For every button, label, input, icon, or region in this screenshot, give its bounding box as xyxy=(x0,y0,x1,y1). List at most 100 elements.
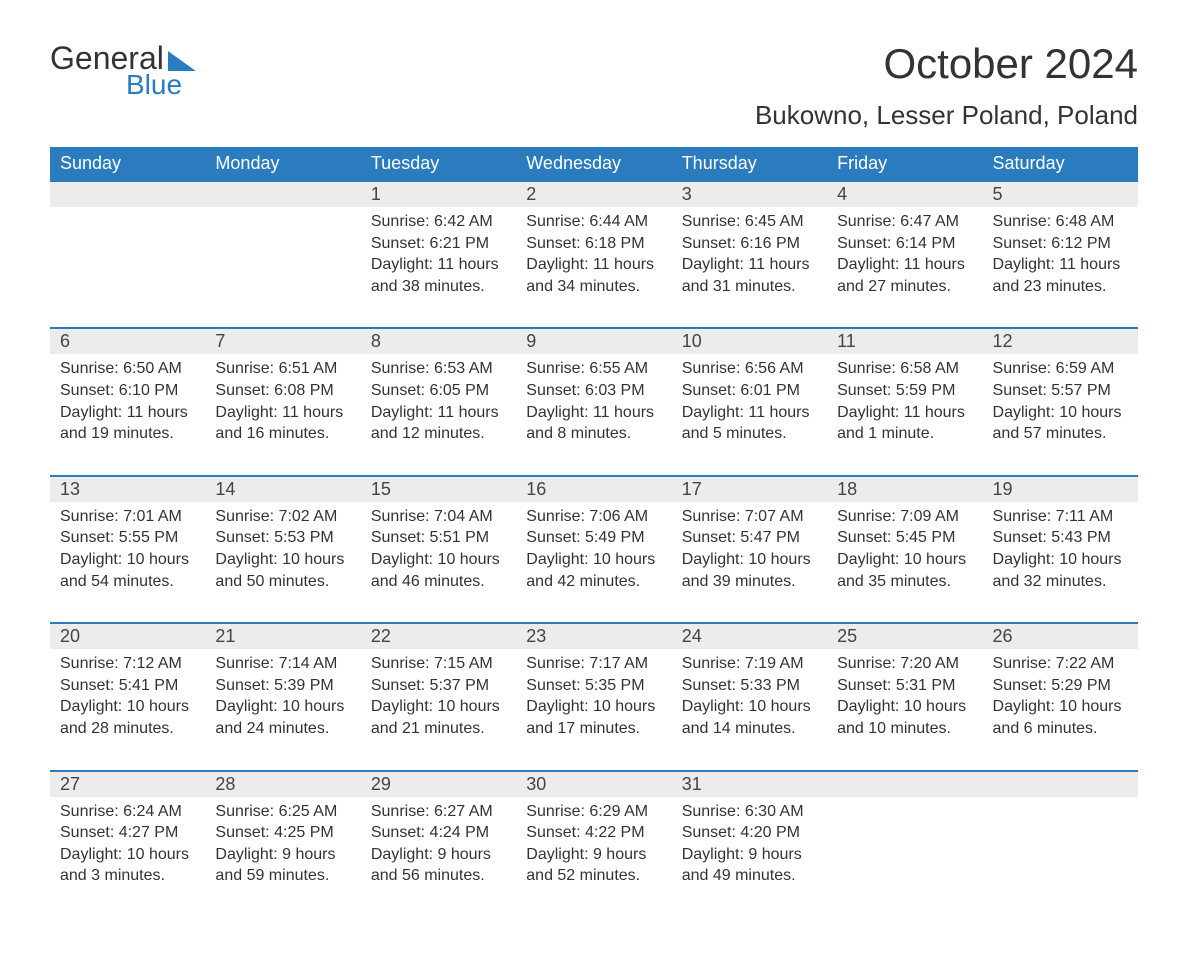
day-content-cell: Sunrise: 6:27 AMSunset: 4:24 PMDaylight:… xyxy=(361,797,516,917)
day-number-cell: 31 xyxy=(672,771,827,797)
sunrise-line: Sunrise: 6:44 AM xyxy=(526,211,661,233)
weekday-header: Friday xyxy=(827,147,982,181)
sunset-line: Sunset: 6:16 PM xyxy=(682,233,817,255)
daylight-line: Daylight: 10 hours and 50 minutes. xyxy=(215,549,350,592)
day-number-cell xyxy=(205,181,360,207)
day-number-cell: 11 xyxy=(827,328,982,354)
sunset-line: Sunset: 5:53 PM xyxy=(215,527,350,549)
day-content-row: Sunrise: 7:12 AMSunset: 5:41 PMDaylight:… xyxy=(50,649,1138,770)
day-content-cell: Sunrise: 6:47 AMSunset: 6:14 PMDaylight:… xyxy=(827,207,982,328)
sunset-line: Sunset: 4:20 PM xyxy=(682,822,817,844)
day-content-cell: Sunrise: 7:22 AMSunset: 5:29 PMDaylight:… xyxy=(983,649,1138,770)
sunrise-line: Sunrise: 7:17 AM xyxy=(526,653,661,675)
daylight-line: Daylight: 10 hours and 3 minutes. xyxy=(60,844,195,887)
brand-part2: Blue xyxy=(126,69,182,101)
day-content-cell: Sunrise: 6:51 AMSunset: 6:08 PMDaylight:… xyxy=(205,354,360,475)
sunrise-line: Sunrise: 6:27 AM xyxy=(371,801,506,823)
day-content-cell: Sunrise: 7:01 AMSunset: 5:55 PMDaylight:… xyxy=(50,502,205,623)
sunrise-line: Sunrise: 6:53 AM xyxy=(371,358,506,380)
daylight-line: Daylight: 10 hours and 32 minutes. xyxy=(993,549,1128,592)
sunset-line: Sunset: 5:29 PM xyxy=(993,675,1128,697)
day-number-cell: 24 xyxy=(672,623,827,649)
daylight-line: Daylight: 10 hours and 46 minutes. xyxy=(371,549,506,592)
daylight-line: Daylight: 11 hours and 27 minutes. xyxy=(837,254,972,297)
brand-logo: General Blue xyxy=(50,40,196,101)
sunset-line: Sunset: 5:57 PM xyxy=(993,380,1128,402)
sunrise-line: Sunrise: 6:42 AM xyxy=(371,211,506,233)
day-content-cell: Sunrise: 6:59 AMSunset: 5:57 PMDaylight:… xyxy=(983,354,1138,475)
daylight-line: Daylight: 11 hours and 34 minutes. xyxy=(526,254,661,297)
sunrise-line: Sunrise: 6:51 AM xyxy=(215,358,350,380)
day-number-cell: 10 xyxy=(672,328,827,354)
title-block: October 2024 Bukowno, Lesser Poland, Pol… xyxy=(755,40,1138,131)
daylight-line: Daylight: 10 hours and 14 minutes. xyxy=(682,696,817,739)
sunrise-line: Sunrise: 6:58 AM xyxy=(837,358,972,380)
day-content-cell: Sunrise: 6:53 AMSunset: 6:05 PMDaylight:… xyxy=(361,354,516,475)
day-content-cell xyxy=(205,207,360,328)
daylight-line: Daylight: 11 hours and 38 minutes. xyxy=(371,254,506,297)
day-number-row: 12345 xyxy=(50,181,1138,207)
daylight-line: Daylight: 10 hours and 17 minutes. xyxy=(526,696,661,739)
day-number-cell: 25 xyxy=(827,623,982,649)
sunrise-line: Sunrise: 6:30 AM xyxy=(682,801,817,823)
calendar-table: SundayMondayTuesdayWednesdayThursdayFrid… xyxy=(50,147,1138,917)
header: General Blue October 2024 Bukowno, Lesse… xyxy=(50,40,1138,131)
sunset-line: Sunset: 5:33 PM xyxy=(682,675,817,697)
day-number-cell: 20 xyxy=(50,623,205,649)
day-content-cell: Sunrise: 6:56 AMSunset: 6:01 PMDaylight:… xyxy=(672,354,827,475)
daylight-line: Daylight: 10 hours and 35 minutes. xyxy=(837,549,972,592)
daylight-line: Daylight: 11 hours and 16 minutes. xyxy=(215,402,350,445)
day-number-cell xyxy=(50,181,205,207)
day-content-cell: Sunrise: 7:06 AMSunset: 5:49 PMDaylight:… xyxy=(516,502,671,623)
sunset-line: Sunset: 6:01 PM xyxy=(682,380,817,402)
day-number-cell: 17 xyxy=(672,476,827,502)
day-content-cell: Sunrise: 6:24 AMSunset: 4:27 PMDaylight:… xyxy=(50,797,205,917)
sunset-line: Sunset: 5:59 PM xyxy=(837,380,972,402)
day-number-cell: 30 xyxy=(516,771,671,797)
sunrise-line: Sunrise: 7:06 AM xyxy=(526,506,661,528)
sunset-line: Sunset: 5:37 PM xyxy=(371,675,506,697)
day-content-cell: Sunrise: 6:48 AMSunset: 6:12 PMDaylight:… xyxy=(983,207,1138,328)
day-number-cell xyxy=(827,771,982,797)
sunset-line: Sunset: 6:21 PM xyxy=(371,233,506,255)
daylight-line: Daylight: 11 hours and 31 minutes. xyxy=(682,254,817,297)
daylight-line: Daylight: 9 hours and 59 minutes. xyxy=(215,844,350,887)
day-content-cell: Sunrise: 7:19 AMSunset: 5:33 PMDaylight:… xyxy=(672,649,827,770)
location: Bukowno, Lesser Poland, Poland xyxy=(755,100,1138,131)
sunrise-line: Sunrise: 7:15 AM xyxy=(371,653,506,675)
sunset-line: Sunset: 5:55 PM xyxy=(60,527,195,549)
sunrise-line: Sunrise: 7:22 AM xyxy=(993,653,1128,675)
sunset-line: Sunset: 5:41 PM xyxy=(60,675,195,697)
sunset-line: Sunset: 5:35 PM xyxy=(526,675,661,697)
day-content-cell: Sunrise: 6:50 AMSunset: 6:10 PMDaylight:… xyxy=(50,354,205,475)
sunrise-line: Sunrise: 7:20 AM xyxy=(837,653,972,675)
weekday-header-row: SundayMondayTuesdayWednesdayThursdayFrid… xyxy=(50,147,1138,181)
day-content-cell: Sunrise: 7:07 AMSunset: 5:47 PMDaylight:… xyxy=(672,502,827,623)
sunrise-line: Sunrise: 6:48 AM xyxy=(993,211,1128,233)
day-content-cell xyxy=(50,207,205,328)
day-number-cell: 13 xyxy=(50,476,205,502)
weekday-header: Tuesday xyxy=(361,147,516,181)
daylight-line: Daylight: 11 hours and 19 minutes. xyxy=(60,402,195,445)
day-content-cell: Sunrise: 7:12 AMSunset: 5:41 PMDaylight:… xyxy=(50,649,205,770)
sunset-line: Sunset: 5:39 PM xyxy=(215,675,350,697)
weekday-header: Thursday xyxy=(672,147,827,181)
day-content-cell: Sunrise: 6:30 AMSunset: 4:20 PMDaylight:… xyxy=(672,797,827,917)
sunrise-line: Sunrise: 7:02 AM xyxy=(215,506,350,528)
day-number-cell: 28 xyxy=(205,771,360,797)
day-content-row: Sunrise: 6:42 AMSunset: 6:21 PMDaylight:… xyxy=(50,207,1138,328)
sunset-line: Sunset: 6:14 PM xyxy=(837,233,972,255)
day-content-row: Sunrise: 6:50 AMSunset: 6:10 PMDaylight:… xyxy=(50,354,1138,475)
day-number-cell: 29 xyxy=(361,771,516,797)
sunrise-line: Sunrise: 6:47 AM xyxy=(837,211,972,233)
day-number-cell: 12 xyxy=(983,328,1138,354)
day-number-cell: 1 xyxy=(361,181,516,207)
sunrise-line: Sunrise: 7:14 AM xyxy=(215,653,350,675)
sunset-line: Sunset: 5:45 PM xyxy=(837,527,972,549)
sunrise-line: Sunrise: 6:55 AM xyxy=(526,358,661,380)
sunset-line: Sunset: 6:18 PM xyxy=(526,233,661,255)
day-content-row: Sunrise: 6:24 AMSunset: 4:27 PMDaylight:… xyxy=(50,797,1138,917)
day-number-cell: 19 xyxy=(983,476,1138,502)
sunset-line: Sunset: 6:10 PM xyxy=(60,380,195,402)
daylight-line: Daylight: 10 hours and 21 minutes. xyxy=(371,696,506,739)
